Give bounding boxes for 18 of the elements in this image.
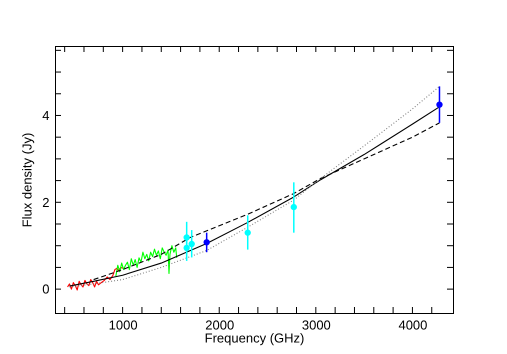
line-series xyxy=(67,266,124,291)
x-tick-label: 2000 xyxy=(205,318,234,332)
x-axis-title: Frequency (GHz) xyxy=(204,330,304,346)
point xyxy=(290,204,297,210)
y-axis-title: Flux density (Jy) xyxy=(19,132,34,228)
point xyxy=(436,101,443,108)
point xyxy=(204,239,210,246)
y-tick-label: 4 xyxy=(42,108,50,123)
point xyxy=(244,230,251,236)
x-tick-label: 1000 xyxy=(108,318,138,332)
point xyxy=(184,234,190,241)
y-tick-label: 2 xyxy=(42,194,50,210)
point xyxy=(184,244,190,252)
x-tick-label: 3000 xyxy=(302,318,331,332)
line-series xyxy=(115,245,178,277)
x-tick-label: 4000 xyxy=(398,318,428,332)
y-tick-label: 0 xyxy=(42,282,50,297)
point xyxy=(188,240,195,248)
